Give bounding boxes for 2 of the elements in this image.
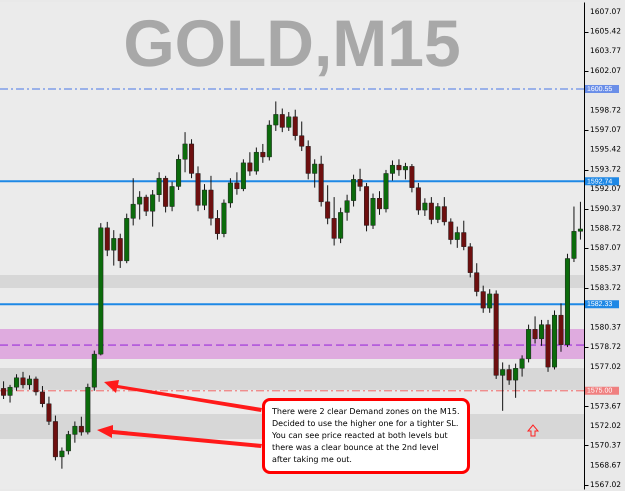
chart-title: GOLD,M15 [123, 6, 461, 80]
annotation: There were 2 clear Demand zones on the M15. Decided to use the higher one for a tighter SL. You can see price reacted at both levels but there was a clear bounce at the 2nd level after taking me out. [262, 398, 470, 474]
